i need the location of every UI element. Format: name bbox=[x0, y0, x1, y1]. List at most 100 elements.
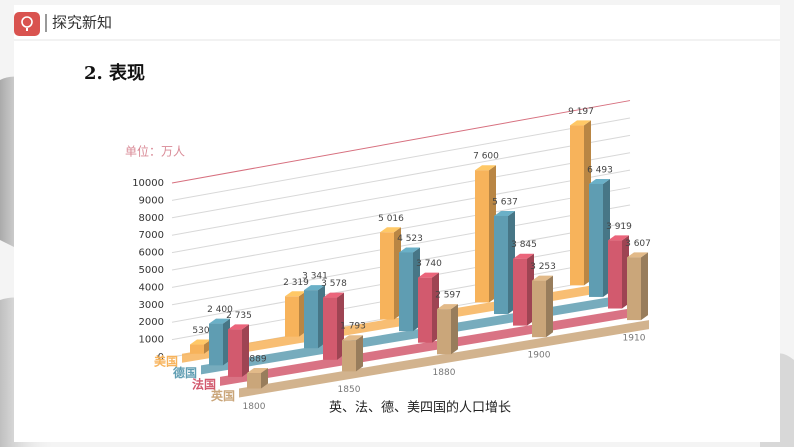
bar-side bbox=[641, 252, 648, 321]
value-label: 1 793 bbox=[340, 322, 366, 332]
bar-top bbox=[190, 339, 211, 345]
bar-side bbox=[451, 304, 458, 355]
bar bbox=[228, 329, 242, 377]
bar-top bbox=[285, 291, 306, 297]
value-label: 2 597 bbox=[435, 291, 461, 301]
grid-line bbox=[171, 117, 631, 201]
bar bbox=[209, 323, 223, 366]
x-tick-label: 1850 bbox=[338, 385, 361, 395]
y-tick-label: 7000 bbox=[139, 230, 164, 241]
legend-label: 法国 bbox=[192, 376, 216, 391]
bar-top bbox=[342, 335, 363, 341]
floor-strip bbox=[220, 308, 630, 386]
bulb-icon bbox=[21, 16, 33, 28]
x-tick-label: 1880 bbox=[433, 368, 456, 378]
bar-top bbox=[304, 285, 325, 291]
value-label: 3 578 bbox=[321, 279, 347, 289]
bar bbox=[608, 240, 622, 309]
value-label: 2 400 bbox=[207, 305, 233, 315]
bar bbox=[380, 232, 394, 320]
value-label: 2 735 bbox=[226, 311, 252, 321]
y-tick-label: 5000 bbox=[139, 265, 164, 276]
value-label: 3 919 bbox=[606, 222, 632, 232]
floor-strip bbox=[239, 320, 649, 398]
y-tick-label: 0 bbox=[158, 352, 164, 363]
bar bbox=[190, 344, 204, 354]
bar bbox=[513, 258, 527, 326]
bar bbox=[285, 296, 299, 337]
bar-top bbox=[323, 292, 344, 298]
value-label: 530 bbox=[192, 326, 209, 336]
chart-title: 英、法、德、美四国的人口增长 bbox=[329, 400, 511, 416]
unit-label: 单位：万人 bbox=[125, 144, 185, 159]
x-tick-label: 1800 bbox=[243, 402, 266, 412]
heading: 2. 表现 bbox=[84, 62, 145, 84]
bar-top bbox=[570, 120, 591, 126]
y-tick-label: 4000 bbox=[139, 282, 164, 293]
grid-line bbox=[171, 169, 631, 254]
bar-side bbox=[242, 324, 249, 377]
bar-top bbox=[418, 272, 439, 278]
x-tick-label: 1910 bbox=[623, 334, 646, 344]
bar bbox=[418, 277, 432, 343]
bar-side bbox=[356, 335, 363, 372]
floor-strip bbox=[182, 285, 592, 363]
bar-top bbox=[437, 304, 458, 310]
bar-top bbox=[627, 252, 648, 258]
bar-top bbox=[228, 324, 249, 330]
bar bbox=[589, 183, 603, 297]
header-icon bbox=[14, 12, 40, 36]
value-label: 3 740 bbox=[416, 259, 442, 269]
y-tick-label: 9000 bbox=[139, 195, 164, 206]
y-tick-label: 8000 bbox=[139, 213, 164, 224]
bar bbox=[399, 252, 413, 332]
bar bbox=[437, 309, 451, 355]
legend-label: 美国 bbox=[154, 353, 178, 368]
value-label: 3 253 bbox=[530, 262, 556, 272]
bar bbox=[532, 280, 546, 338]
bar-top bbox=[380, 227, 401, 233]
bar-top bbox=[608, 235, 629, 241]
grid-line bbox=[171, 134, 631, 219]
grid-line bbox=[171, 152, 631, 236]
bar-top bbox=[589, 178, 610, 184]
header-title: 探究新知 bbox=[52, 14, 112, 32]
bar-top bbox=[209, 318, 230, 324]
bar bbox=[627, 257, 641, 321]
bar bbox=[323, 297, 337, 360]
value-label: 6 493 bbox=[587, 165, 613, 175]
value-label: 4 523 bbox=[397, 234, 423, 244]
y-tick-label: 1000 bbox=[139, 335, 164, 346]
value-label: 7 600 bbox=[473, 152, 499, 162]
y-tick-label: 6000 bbox=[139, 248, 164, 259]
value-label: 5 016 bbox=[378, 214, 404, 224]
y-tick-label: 3000 bbox=[139, 300, 164, 311]
bar-side bbox=[546, 275, 553, 338]
bar-top bbox=[475, 165, 496, 171]
y-tick-label: 2000 bbox=[139, 317, 164, 328]
bar bbox=[247, 373, 261, 389]
value-label: 2 319 bbox=[283, 278, 309, 288]
legend-label: 英国 bbox=[211, 388, 235, 403]
bar-top bbox=[494, 210, 515, 216]
bar-top bbox=[247, 368, 268, 374]
floor-strip bbox=[201, 296, 611, 375]
x-tick-label: 1900 bbox=[528, 351, 551, 361]
value-label: 3 845 bbox=[511, 240, 537, 250]
bar bbox=[342, 340, 356, 372]
bar bbox=[304, 290, 318, 349]
bar-top bbox=[399, 247, 420, 253]
value-label: 9 197 bbox=[568, 107, 594, 117]
bar-top bbox=[513, 253, 534, 259]
legend-label: 德国 bbox=[173, 365, 197, 380]
bar bbox=[570, 125, 584, 286]
y-tick-label: 10000 bbox=[132, 178, 164, 189]
value-label: 3 607 bbox=[625, 239, 651, 249]
value-label: 889 bbox=[249, 355, 266, 365]
grid-line bbox=[171, 100, 631, 184]
value-label: 3 341 bbox=[302, 272, 328, 282]
bar-side bbox=[261, 368, 268, 389]
bar bbox=[475, 170, 489, 303]
bar-top bbox=[532, 275, 553, 281]
